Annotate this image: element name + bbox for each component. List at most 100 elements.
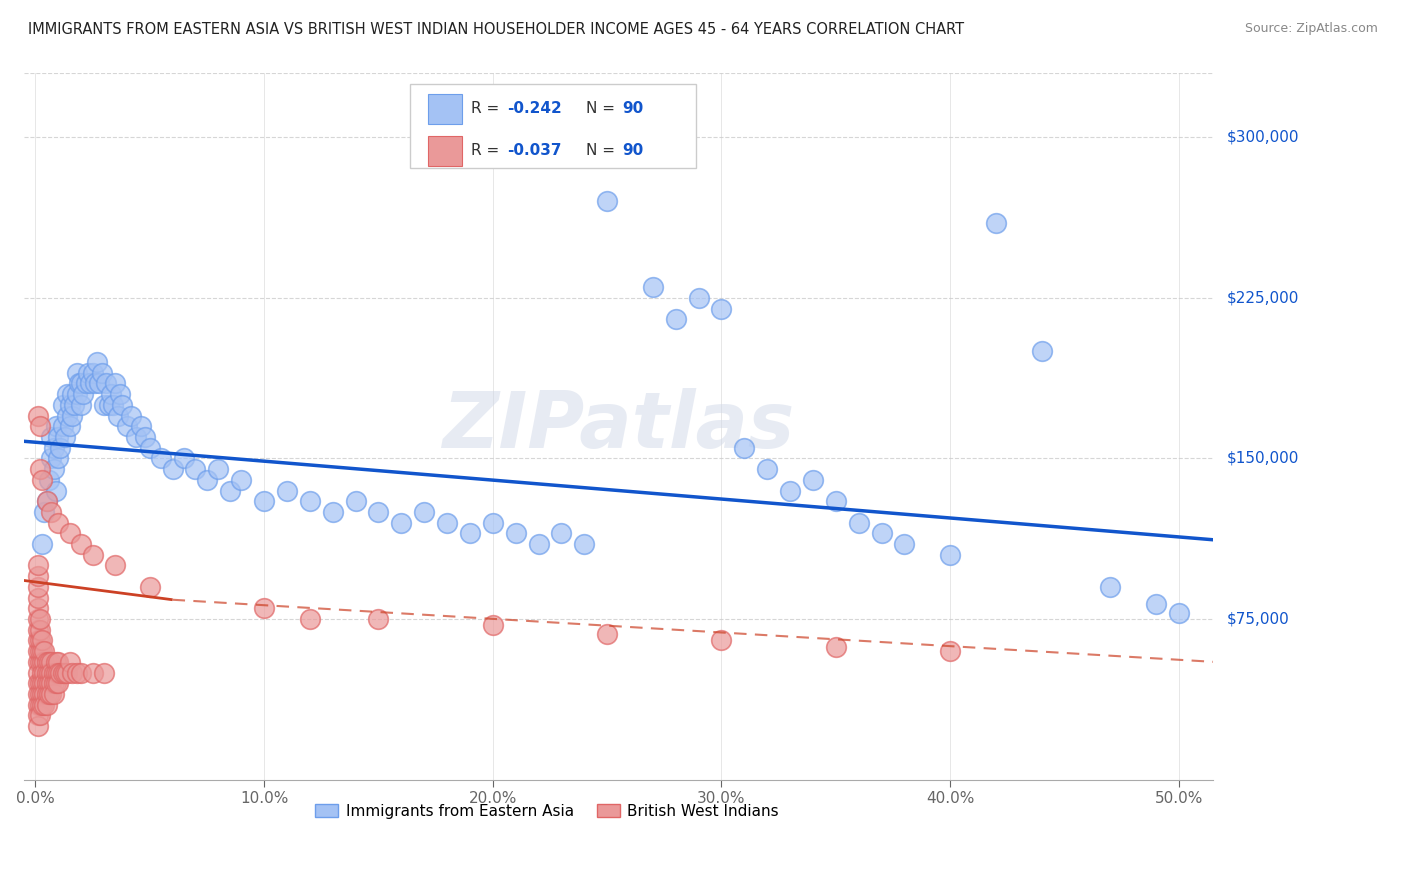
Point bbox=[100, 387, 122, 401]
Text: $225,000: $225,000 bbox=[1227, 290, 1299, 305]
Point bbox=[59, 398, 82, 412]
Point bbox=[27, 719, 49, 733]
Point bbox=[27, 676, 49, 690]
Text: ZIPatlas: ZIPatlas bbox=[443, 388, 794, 465]
Point bbox=[481, 618, 503, 632]
Text: N =: N = bbox=[586, 102, 620, 116]
Point bbox=[67, 376, 90, 391]
Point bbox=[413, 505, 436, 519]
Point bbox=[65, 366, 87, 380]
Point bbox=[276, 483, 298, 498]
Text: 90: 90 bbox=[621, 102, 644, 116]
Point bbox=[31, 655, 53, 669]
Point bbox=[34, 644, 56, 658]
Point bbox=[824, 494, 846, 508]
Point bbox=[458, 526, 481, 541]
Point bbox=[46, 676, 69, 690]
Point bbox=[41, 665, 63, 680]
Point bbox=[70, 537, 93, 551]
Point bbox=[688, 291, 710, 305]
Point bbox=[27, 558, 49, 573]
Point bbox=[436, 516, 458, 530]
Point bbox=[89, 376, 111, 391]
Point bbox=[27, 601, 49, 615]
Point bbox=[41, 676, 63, 690]
Point bbox=[59, 655, 82, 669]
Point bbox=[939, 644, 962, 658]
Point bbox=[31, 633, 53, 648]
Point bbox=[184, 462, 207, 476]
Point bbox=[28, 633, 51, 648]
FancyBboxPatch shape bbox=[411, 84, 696, 169]
Point bbox=[46, 430, 69, 444]
Point bbox=[31, 473, 53, 487]
Point bbox=[86, 355, 108, 369]
Point bbox=[298, 494, 321, 508]
Point bbox=[41, 451, 63, 466]
Point bbox=[779, 483, 801, 498]
Point bbox=[120, 409, 142, 423]
Point bbox=[34, 687, 56, 701]
Point bbox=[52, 398, 75, 412]
Point bbox=[35, 676, 58, 690]
Point bbox=[45, 483, 67, 498]
Point bbox=[38, 473, 60, 487]
Point bbox=[83, 376, 105, 391]
Point bbox=[1099, 580, 1122, 594]
Point bbox=[31, 644, 53, 658]
Point bbox=[42, 676, 65, 690]
Point bbox=[79, 376, 101, 391]
Point bbox=[42, 441, 65, 455]
Text: R =: R = bbox=[471, 144, 505, 159]
Point bbox=[322, 505, 344, 519]
Point bbox=[35, 665, 58, 680]
Point bbox=[93, 665, 115, 680]
Point bbox=[574, 537, 596, 551]
Point bbox=[27, 569, 49, 583]
Point bbox=[35, 687, 58, 701]
Point bbox=[231, 473, 253, 487]
Point bbox=[150, 451, 173, 466]
Point bbox=[34, 676, 56, 690]
Point bbox=[52, 419, 75, 434]
Point bbox=[893, 537, 915, 551]
Point bbox=[527, 537, 550, 551]
Point bbox=[41, 430, 63, 444]
Point bbox=[52, 665, 75, 680]
Point bbox=[207, 462, 229, 476]
Point bbox=[104, 558, 127, 573]
Point bbox=[28, 419, 51, 434]
Point bbox=[56, 387, 79, 401]
Point bbox=[596, 627, 619, 641]
Point bbox=[550, 526, 572, 541]
Point bbox=[1144, 597, 1167, 611]
Point bbox=[28, 708, 51, 723]
Point bbox=[173, 451, 195, 466]
Point bbox=[46, 516, 69, 530]
Point bbox=[101, 398, 124, 412]
Point bbox=[75, 376, 97, 391]
Point bbox=[46, 655, 69, 669]
Point bbox=[253, 601, 276, 615]
FancyBboxPatch shape bbox=[429, 95, 461, 124]
Point bbox=[596, 194, 619, 209]
Point bbox=[35, 494, 58, 508]
Point bbox=[45, 665, 67, 680]
Point bbox=[65, 387, 87, 401]
Point bbox=[60, 665, 83, 680]
Point bbox=[162, 462, 184, 476]
Point bbox=[97, 398, 120, 412]
Text: 90: 90 bbox=[621, 144, 644, 159]
Point bbox=[115, 419, 138, 434]
Point bbox=[27, 644, 49, 658]
Point bbox=[34, 665, 56, 680]
Point bbox=[93, 398, 115, 412]
Point bbox=[34, 655, 56, 669]
Point bbox=[1031, 344, 1053, 359]
Point bbox=[35, 698, 58, 712]
Point bbox=[28, 612, 51, 626]
Point bbox=[870, 526, 893, 541]
Point bbox=[59, 419, 82, 434]
Point bbox=[31, 676, 53, 690]
Point bbox=[38, 655, 60, 669]
